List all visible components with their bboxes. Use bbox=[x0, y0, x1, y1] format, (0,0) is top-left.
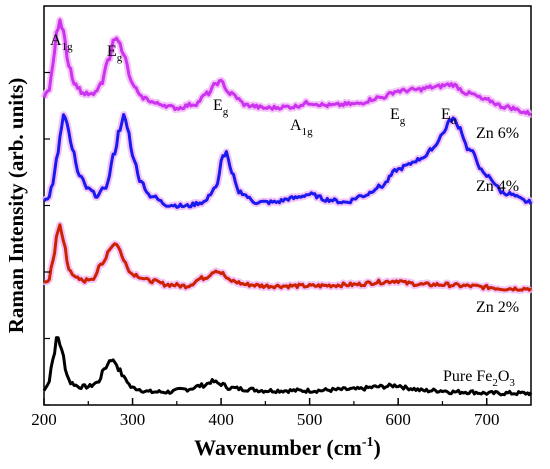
peak-label-sub: u bbox=[451, 115, 457, 127]
x-axis-title-sup: -1 bbox=[362, 435, 374, 450]
peak-label-base: E bbox=[441, 106, 451, 123]
series-group bbox=[40, 16, 535, 397]
series-line bbox=[42, 113, 533, 209]
x-tick-label: 200 bbox=[31, 410, 57, 429]
peak-label: Eg bbox=[390, 106, 406, 127]
peak-label: Eg bbox=[213, 97, 229, 118]
x-axis-title-main: Wavenumber (cm bbox=[194, 435, 362, 460]
series-label-part: 2 bbox=[492, 377, 498, 389]
peak-label: Eu bbox=[441, 106, 457, 127]
y-axis-title: Raman Intensity (arb. units) bbox=[4, 78, 28, 334]
series-label: Zn 6% bbox=[476, 125, 519, 142]
x-tick-label: 500 bbox=[297, 410, 323, 429]
series-label: Zn 4% bbox=[476, 178, 519, 195]
series-line bbox=[43, 223, 533, 292]
series-label-part: 3 bbox=[509, 377, 515, 389]
peak-label-sub: g bbox=[400, 115, 406, 127]
peak-label: A1g bbox=[290, 117, 313, 138]
peak-label-sub: g bbox=[117, 52, 123, 64]
peak-label-base: E bbox=[213, 97, 223, 114]
series-label-part: Pure Fe bbox=[443, 368, 492, 385]
series-halo bbox=[40, 16, 533, 118]
x-tick-label: 300 bbox=[120, 410, 146, 429]
series-labels: Pure Fe2O3 Zn 2% Zn 4% Zn 6% bbox=[443, 125, 519, 389]
peak-label-base: E bbox=[107, 43, 117, 60]
series-label: Zn 2% bbox=[476, 299, 519, 316]
peak-label-sub: g bbox=[223, 106, 229, 118]
x-axis-ticks: 200 300 400 500 600 700 bbox=[31, 71, 500, 429]
peak-label: Eg bbox=[107, 43, 123, 64]
peak-label-sub: 1g bbox=[62, 41, 74, 53]
series-label-part: Zn 6% bbox=[476, 125, 519, 142]
peak-label-base: A bbox=[50, 32, 62, 49]
x-tick-label: 700 bbox=[474, 410, 500, 429]
peak-label-sub: 1g bbox=[302, 126, 314, 138]
x-tick-label: 600 bbox=[385, 410, 411, 429]
series-halo bbox=[42, 221, 534, 294]
plot-frame bbox=[43, 5, 532, 406]
series-line bbox=[42, 18, 532, 116]
series-label-part: O bbox=[498, 368, 510, 385]
series-label-part: Zn 4% bbox=[476, 178, 519, 195]
series-line bbox=[42, 336, 533, 397]
x-axis-title-end: ) bbox=[373, 435, 380, 460]
series-label-part: Zn 2% bbox=[476, 299, 519, 316]
peak-label-base: A bbox=[290, 117, 302, 134]
peak-label: A1g bbox=[50, 32, 73, 53]
peak-label-base: E bbox=[390, 106, 400, 123]
x-axis-title: Wavenumber (cm-1) bbox=[194, 435, 381, 460]
series-label: Pure Fe2O3 bbox=[443, 368, 515, 389]
x-tick-label: 400 bbox=[208, 410, 234, 429]
